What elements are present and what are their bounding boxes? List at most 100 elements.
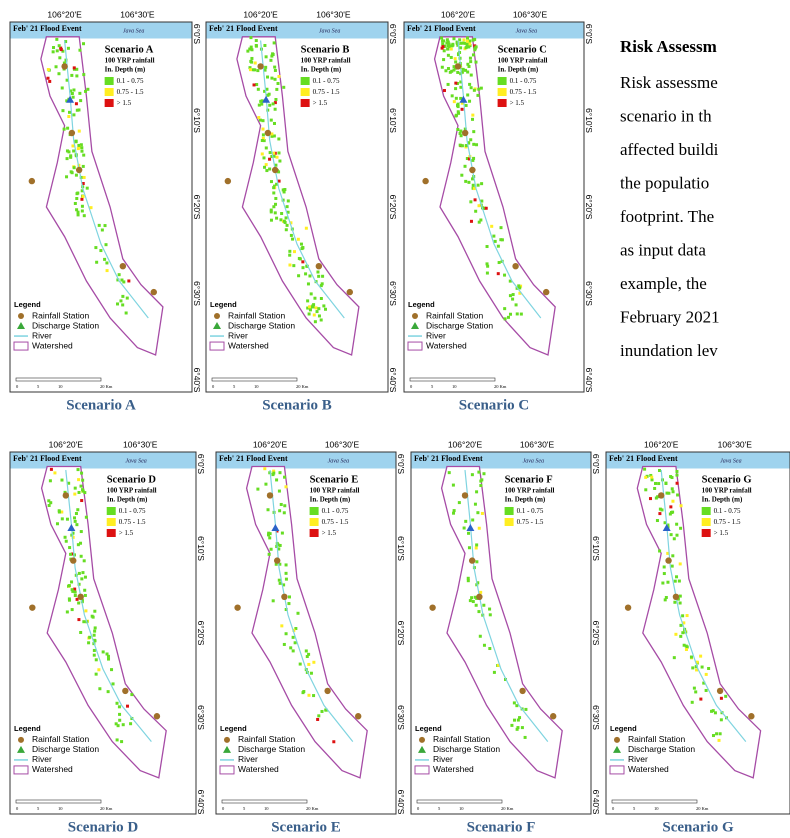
flood-patch: [694, 665, 698, 669]
flood-patch: [248, 66, 252, 70]
body-line: footprint. The: [620, 207, 714, 226]
flood-patch: [317, 714, 321, 718]
flood-patch: [448, 70, 452, 74]
flood-patch: [81, 164, 85, 168]
flood-patch: [474, 209, 478, 213]
flood-patch: [49, 467, 53, 471]
scale-label: 0: [612, 806, 615, 811]
flood-patch: [80, 197, 84, 201]
depth-class-label: 0.1 - 0.75: [119, 507, 146, 515]
flood-patch: [252, 83, 256, 87]
flood-patch: [88, 635, 92, 639]
legend-item: Rainfall Station: [238, 734, 295, 744]
flood-patch: [60, 478, 64, 482]
discharge-station: [262, 95, 271, 103]
panel-caption: Scenario D: [68, 819, 139, 835]
flood-patch: [466, 70, 470, 74]
flood-patch: [67, 584, 71, 588]
flood-patch: [669, 475, 673, 479]
flood-patch: [476, 581, 480, 585]
flood-patch: [471, 183, 475, 187]
flood-patch: [276, 81, 280, 85]
flood-patch: [67, 110, 71, 114]
legend-symbol: [418, 745, 426, 753]
flood-patch: [262, 156, 266, 160]
flood-patch: [83, 588, 87, 592]
lat-label: 6°30'S: [591, 705, 601, 730]
flood-patch: [472, 142, 476, 146]
flood-patch: [446, 53, 450, 57]
flood-patch: [459, 85, 463, 89]
depth-class-label: 0.1 - 0.75: [117, 77, 144, 85]
lon-label: 106°20'E: [644, 439, 679, 449]
sea-label: Java Sea: [319, 28, 341, 34]
flood-patch: [75, 74, 79, 78]
flood-patch: [74, 139, 78, 143]
sea: [606, 452, 790, 469]
lon-label: 106°30'E: [513, 9, 548, 19]
flood-patch: [78, 48, 82, 52]
flood-patch: [467, 45, 471, 49]
flood-patch: [84, 515, 88, 519]
flood-patch: [312, 303, 316, 307]
scale-label: 10: [58, 806, 63, 811]
flood-patch: [268, 103, 272, 107]
flood-patch: [119, 299, 123, 303]
flood-patch: [452, 68, 456, 72]
flood-patch: [666, 551, 670, 555]
lat-label: 6°10'S: [192, 108, 202, 133]
flood-patch: [270, 134, 274, 138]
flood-patch: [500, 238, 504, 242]
flood-patch: [81, 571, 85, 575]
sea: [404, 22, 584, 39]
flood-patch: [249, 36, 253, 40]
flood-patch: [52, 46, 56, 50]
legend-item: Watershed: [433, 764, 474, 774]
flood-patch: [75, 197, 79, 201]
flood-patch: [282, 583, 286, 587]
flood-patch: [278, 562, 282, 566]
lat-label: 6°0'S: [196, 454, 206, 474]
flood-patch: [277, 547, 281, 551]
flood-patch: [97, 223, 101, 227]
flood-patch: [266, 533, 270, 537]
rainfall-station: [624, 604, 632, 611]
lat-label: 6°30'S: [388, 281, 398, 306]
flood-patch: [482, 643, 486, 647]
flood-patch: [452, 511, 456, 515]
flood-patch: [485, 262, 489, 266]
rainfall-station: [75, 166, 83, 174]
flood-patch: [682, 621, 686, 625]
flood-patch: [665, 491, 669, 495]
rainfall-station: [29, 604, 36, 611]
flood-patch: [488, 607, 492, 611]
flood-patch: [80, 149, 84, 153]
rainfall-station: [355, 713, 362, 720]
legend-symbol: [17, 745, 25, 753]
flood-patch: [305, 264, 309, 268]
flood-patch: [648, 497, 652, 501]
flood-patch: [477, 526, 481, 530]
flood-patch: [270, 132, 274, 136]
flood-patch: [277, 74, 281, 78]
flood-patch: [77, 618, 81, 622]
flood-patch: [267, 531, 271, 535]
flood-patch: [124, 311, 128, 315]
flood-patch: [457, 501, 461, 505]
flood-patch: [263, 43, 267, 47]
scale-label: 0: [222, 806, 225, 811]
depth-header: In. Depth (m): [301, 66, 342, 74]
scale-label: 10: [264, 806, 269, 811]
flood-patch: [456, 102, 460, 106]
body-line: inundation lev: [620, 341, 718, 360]
flood-patch: [315, 310, 319, 314]
flood-patch: [460, 144, 464, 148]
flood-patch: [121, 723, 125, 727]
rainfall-station: [68, 129, 76, 137]
flood-patch: [47, 499, 51, 503]
flood-patch: [80, 146, 84, 150]
depth-header: In. Depth (m): [107, 496, 148, 504]
flood-patch: [71, 535, 75, 539]
flood-patch: [261, 136, 265, 140]
